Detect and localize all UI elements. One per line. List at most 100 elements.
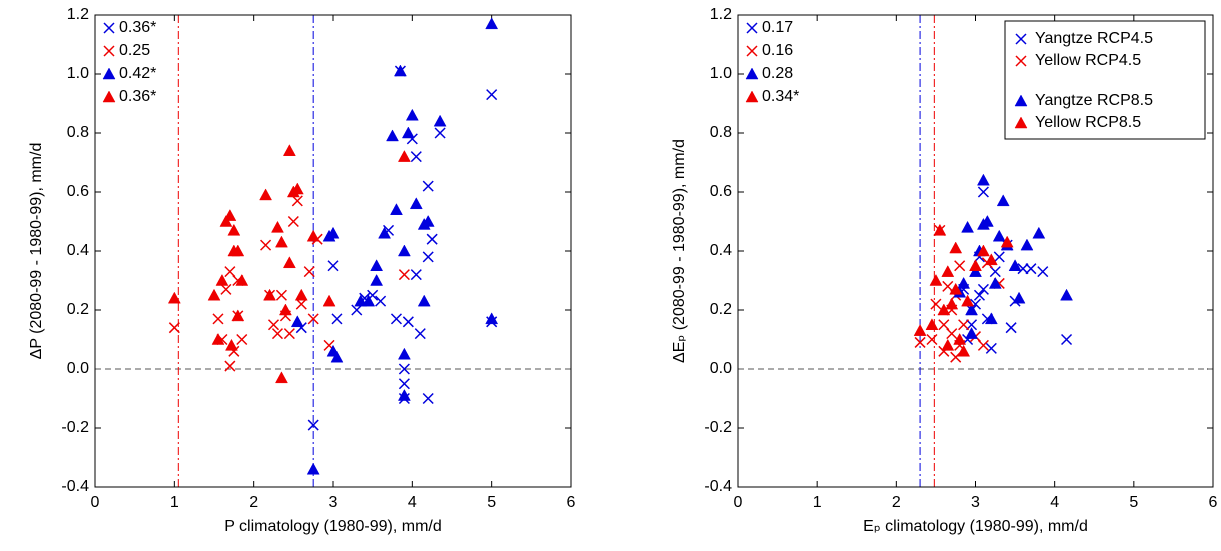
x-marker: [422, 251, 434, 263]
triangle-marker: [278, 303, 292, 316]
x-marker: [351, 304, 363, 316]
x-marker: [291, 195, 303, 207]
x-marker: [307, 419, 319, 431]
legend-label: Yellow RCP4.5: [1035, 52, 1141, 69]
triangle-marker: [223, 209, 237, 221]
triangle-marker: [745, 90, 759, 103]
y-tick-label: 1.2: [67, 6, 89, 23]
y-tick-label: 0.0: [710, 360, 732, 377]
correlation-label: 0.34*: [762, 88, 799, 105]
triangle-marker: [925, 318, 939, 330]
x-marker: [283, 328, 295, 340]
triangle-marker: [282, 144, 296, 156]
y-tick-label: 0.0: [67, 360, 89, 377]
triangle-marker: [354, 294, 368, 307]
triangle-marker: [397, 389, 411, 401]
x-marker: [275, 289, 287, 301]
x-axis-label: P climatology (1980-99), mm/d: [224, 518, 442, 535]
triangle-marker: [282, 256, 296, 269]
y-tick-label: 0.6: [710, 183, 732, 200]
triangle-marker: [1060, 288, 1073, 301]
x-marker: [926, 333, 938, 346]
triangle-marker: [988, 276, 1002, 289]
x-tick-label: 0: [734, 494, 743, 511]
y-tick-label: 0.6: [67, 183, 89, 200]
triangle-marker: [326, 226, 340, 239]
x-marker: [327, 260, 339, 272]
x-marker: [331, 313, 343, 325]
x-marker: [398, 269, 410, 281]
y-tick-label: 1.0: [67, 65, 89, 82]
correlation-label: 0.42*: [119, 65, 156, 82]
y-tick-label: 0.4: [67, 242, 89, 259]
triangle-marker: [1014, 94, 1028, 107]
triangle-marker: [386, 129, 399, 142]
x-marker: [422, 180, 434, 192]
triangle-marker: [401, 126, 415, 139]
x-marker: [236, 333, 248, 346]
y-tick-label: 1.2: [710, 6, 732, 23]
x-marker: [973, 289, 985, 301]
triangle-marker: [980, 214, 994, 227]
x-marker: [168, 322, 180, 334]
x-marker: [993, 251, 1005, 263]
triangle-marker: [417, 294, 431, 307]
x-marker: [1061, 333, 1073, 346]
x-marker: [977, 283, 989, 295]
triangle-marker: [409, 197, 423, 210]
y-axis-label: ΔEₚ (2080-99 - 1980-99), mm/d: [671, 139, 688, 363]
triangle-marker: [397, 347, 411, 360]
x-tick-label: 2: [892, 494, 901, 511]
triangle-marker: [929, 273, 943, 286]
triangle-marker: [322, 294, 336, 307]
x-marker: [398, 363, 410, 375]
triangle-marker: [306, 229, 320, 242]
correlation-label: 0.17: [762, 19, 793, 36]
x-marker: [985, 342, 997, 354]
triangle-marker: [913, 324, 927, 336]
x-tick-label: 0: [91, 494, 100, 511]
x-tick-label: 3: [971, 494, 980, 511]
triangle-marker: [394, 64, 407, 77]
x-marker: [103, 22, 115, 34]
triangle-marker: [215, 273, 229, 286]
x-marker: [220, 283, 232, 295]
x-marker: [946, 328, 958, 340]
x-marker: [1037, 266, 1049, 278]
triangle-marker: [370, 273, 384, 286]
triangle-marker: [969, 259, 982, 271]
triangle-marker: [207, 288, 221, 301]
triangle-marker: [957, 344, 971, 357]
y-tick-label: 0.2: [710, 301, 732, 318]
correlation-label: 0.36*: [119, 19, 156, 36]
x-marker: [414, 328, 426, 340]
correlation-label: 0.28: [762, 65, 793, 82]
x-marker: [977, 339, 989, 351]
triangle-marker: [992, 229, 1006, 242]
y-tick-label: 0.4: [710, 242, 732, 259]
x-axis-label: Eₚ climatology (1980-99), mm/d: [863, 518, 1088, 535]
triangle-marker: [211, 332, 225, 345]
x-marker: [224, 360, 236, 372]
triangle-marker: [405, 108, 419, 121]
triangle-marker: [390, 203, 403, 215]
triangle-marker: [290, 182, 304, 195]
triangle-marker: [941, 338, 955, 351]
legend-box: [1004, 20, 1206, 140]
triangle-marker: [976, 244, 990, 257]
triangle-marker: [965, 327, 978, 339]
triangle-marker: [330, 350, 344, 363]
triangle-marker: [984, 253, 998, 266]
plot-frame: [737, 14, 1214, 488]
triangle-marker: [965, 303, 978, 316]
x-marker: [1015, 55, 1027, 67]
triangle-marker: [996, 194, 1010, 207]
correlation-label: 0.36*: [119, 88, 156, 105]
legend-label: Yangtze RCP8.5: [1035, 92, 1153, 109]
y-tick-label: -0.4: [704, 478, 732, 495]
triangle-marker: [271, 220, 284, 233]
y-tick-label: 0.2: [67, 301, 89, 318]
x-tick-label: 4: [408, 494, 417, 511]
x-marker: [260, 239, 272, 251]
x-marker: [1025, 263, 1037, 275]
